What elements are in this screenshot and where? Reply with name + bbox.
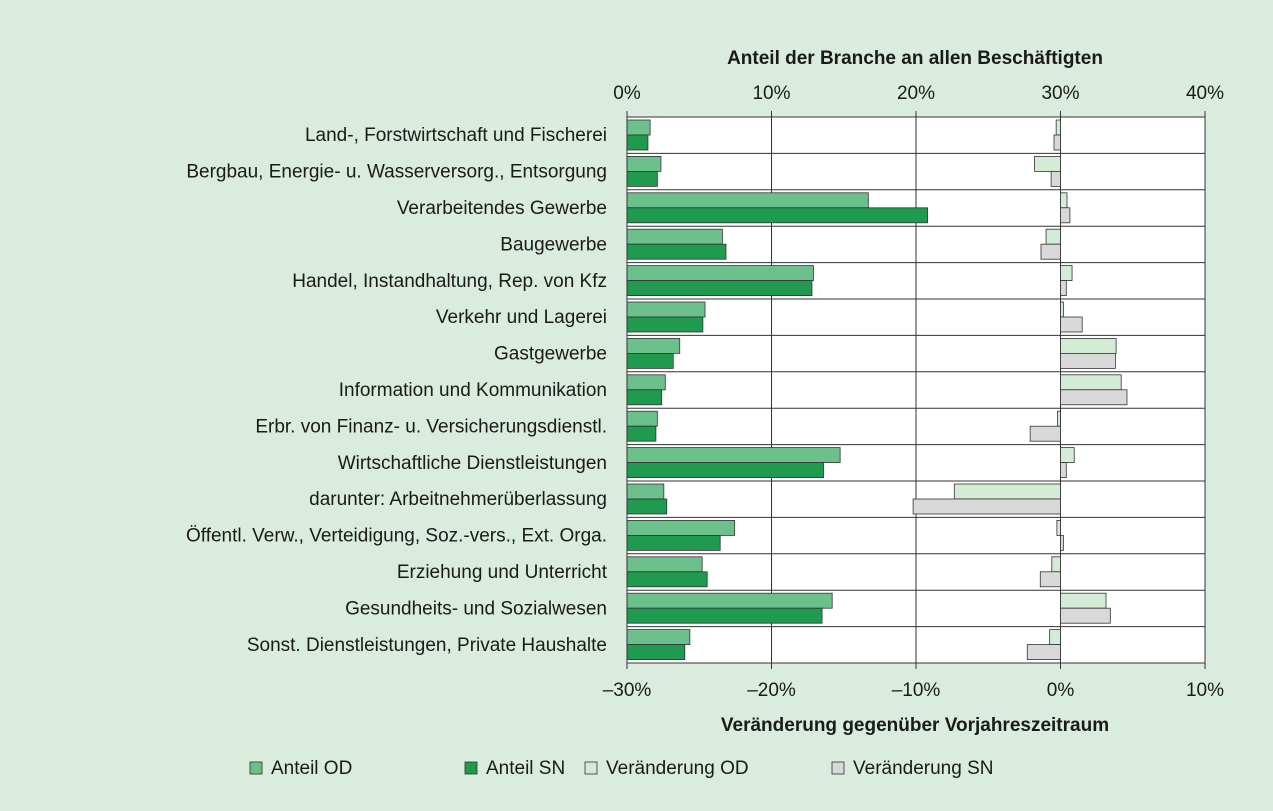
legend-swatch [464, 761, 478, 775]
legend-swatch [831, 761, 845, 775]
category-label: darunter: Arbeitnehmerüberlassung [309, 489, 607, 510]
bottom-tick-label: 0% [1047, 680, 1075, 701]
bar [626, 316, 704, 333]
legend-label: Veränderung SN [853, 758, 994, 779]
bar [626, 337, 681, 354]
bar [626, 644, 686, 660]
bar [626, 425, 657, 442]
bar [626, 170, 658, 187]
category-label: Wirtschaftliche Dienstleistungen [338, 453, 607, 474]
bar [1060, 280, 1067, 297]
category-label: Erbr. von Finanz- u. Versicherungsdienst… [255, 416, 607, 437]
bar [1060, 337, 1117, 354]
legend-swatch [584, 761, 598, 775]
bar [1026, 644, 1061, 660]
bar [1056, 520, 1061, 536]
bar [626, 571, 708, 588]
bar [1039, 571, 1061, 588]
bar [1045, 228, 1061, 245]
bar [1060, 447, 1075, 464]
category-label: Handel, Instandhaltung, Rep. von Kfz [292, 271, 607, 292]
bottom-tick-label: –20% [747, 680, 796, 701]
bar [1050, 170, 1061, 187]
bar [626, 119, 651, 136]
category-label: Verarbeitendes Gewerbe [397, 198, 607, 219]
bottom-tick-label: –10% [892, 680, 941, 701]
bar [1060, 301, 1064, 318]
bottom-tick-label: –30% [603, 680, 652, 701]
legend-label: Anteil SN [486, 758, 565, 779]
bar [1053, 134, 1061, 151]
bar [1051, 556, 1061, 573]
bar [626, 352, 674, 369]
bar [1057, 410, 1061, 427]
top-axis-title: Anteil der Branche an allen Beschäftigte… [727, 48, 1103, 69]
bar [626, 280, 813, 297]
category-label: Baugewerbe [500, 234, 607, 255]
bar [626, 207, 928, 224]
category-label: Erziehung und Unterricht [397, 562, 608, 583]
bar [626, 520, 736, 536]
category-label: Information und Kommunikation [339, 380, 607, 401]
bar [626, 228, 723, 245]
category-label: Verkehr und Lagerei [436, 307, 607, 328]
bar [1060, 265, 1073, 282]
top-tick-label: 30% [1041, 83, 1079, 104]
bar [626, 192, 869, 209]
top-tick-label: 10% [752, 83, 790, 104]
bar [626, 374, 666, 391]
bar [626, 265, 814, 282]
bar [626, 592, 833, 609]
bar [626, 629, 691, 645]
bar [1029, 425, 1061, 442]
top-tick-label: 0% [613, 83, 641, 104]
bar [912, 498, 1061, 515]
bar [626, 462, 824, 479]
bottom-tick-label: 10% [1186, 680, 1224, 701]
category-label: Sonst. Dienstleistungen, Private Haushal… [247, 635, 607, 656]
bar [1060, 462, 1067, 479]
bar [1060, 352, 1116, 369]
bar [1034, 155, 1061, 172]
legend-label: Veränderung OD [606, 758, 749, 779]
bar [1049, 629, 1061, 645]
top-tick-label: 20% [897, 83, 935, 104]
bar [1060, 207, 1071, 224]
top-tick-label: 40% [1186, 83, 1224, 104]
bar [626, 243, 727, 260]
bar [953, 483, 1061, 500]
category-label: Gastgewerbe [494, 344, 607, 365]
bar [1060, 607, 1111, 624]
bar [626, 483, 665, 500]
bar [626, 607, 823, 624]
category-label: Land-, Forstwirtschaft und Fischerei [305, 125, 607, 146]
bar [1060, 192, 1068, 209]
bottom-axis-title: Veränderung gegenüber Vorjahreszeitraum [721, 715, 1109, 736]
bar [626, 447, 841, 464]
legend-swatch [249, 761, 263, 775]
category-label: Bergbau, Energie- u. Wasserversorg., Ent… [186, 162, 607, 183]
bar [626, 535, 721, 551]
bar [1060, 592, 1107, 609]
bar [626, 410, 658, 427]
bar [1040, 243, 1061, 260]
bar [626, 155, 662, 172]
bar [626, 389, 663, 406]
category-label: Öffentl. Verw., Verteidigung, Soz.-vers.… [186, 526, 607, 547]
bar [1055, 119, 1061, 136]
bar [626, 556, 703, 573]
bar [626, 498, 668, 515]
category-label: Gesundheits- und Sozialwesen [345, 598, 607, 619]
bar [626, 134, 649, 151]
legend-label: Anteil OD [271, 758, 352, 779]
bar [1060, 389, 1128, 406]
bar [626, 301, 706, 318]
bar [1060, 374, 1122, 391]
bar [1060, 316, 1083, 333]
bar [1060, 535, 1064, 551]
